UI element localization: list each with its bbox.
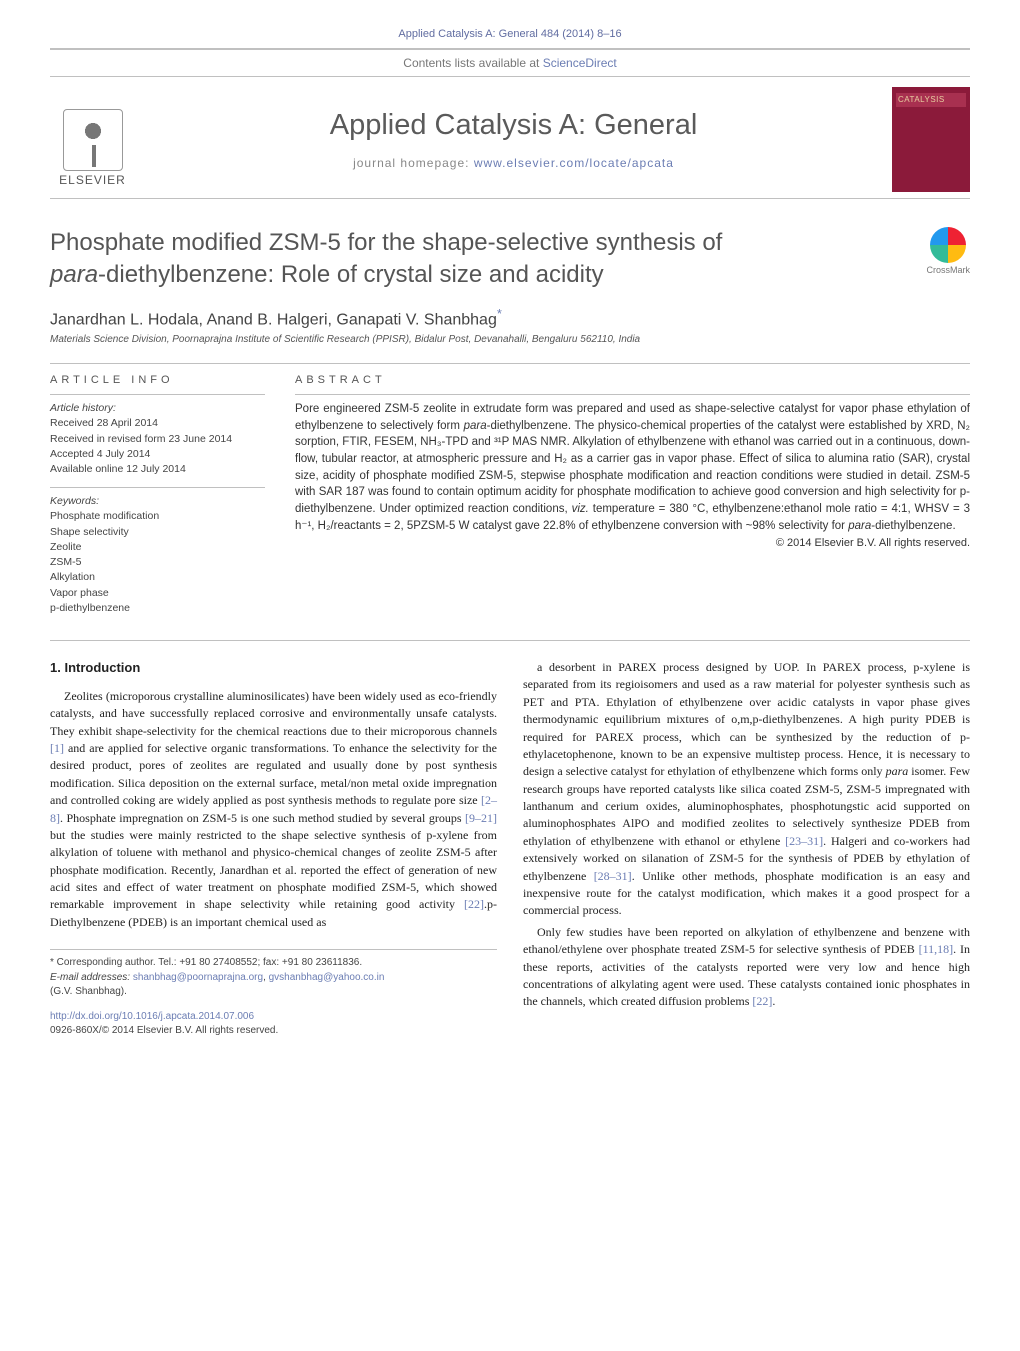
- doi-block: http://dx.doi.org/10.1016/j.apcata.2014.…: [50, 1010, 497, 1039]
- affiliation: Materials Science Division, Poornaprajna…: [50, 334, 970, 345]
- page-root: Applied Catalysis A: General 484 (2014) …: [0, 0, 1020, 1074]
- history-item: Available online 12 July 2014: [50, 462, 265, 477]
- masthead-top-bar: Contents lists available at ScienceDirec…: [50, 48, 970, 77]
- history-item: Received 28 April 2014: [50, 416, 265, 431]
- journal-home-label: journal homepage:: [353, 156, 474, 170]
- title-ital: para: [50, 261, 98, 288]
- keyword-item: Alkylation: [50, 570, 265, 585]
- email-label: E-mail addresses:: [50, 972, 133, 983]
- column-right: a desorbent in PAREX process designed by…: [523, 659, 970, 1039]
- title-part-1: Phosphate modified ZSM-5 for the shape-s…: [50, 229, 722, 256]
- article-info-head: ARTICLE INFO: [50, 374, 265, 386]
- email-attribution: (G.V. Shanbhag).: [50, 985, 497, 1000]
- body-paragraph: Zeolites (microporous crystalline alumin…: [50, 688, 497, 931]
- cover-text: CATALYSIS: [898, 95, 945, 104]
- sub-rule: [295, 394, 970, 395]
- lists-available-line: Contents lists available at ScienceDirec…: [50, 56, 970, 70]
- crossmark-icon: [930, 227, 966, 263]
- abstract-head: ABSTRACT: [295, 374, 970, 386]
- column-left: 1. Introduction Zeolites (microporous cr…: [50, 659, 497, 1039]
- article-header: Phosphate modified ZSM-5 for the shape-s…: [50, 227, 970, 345]
- elsevier-tree-icon: [63, 109, 123, 171]
- meta-abstract-row: ARTICLE INFO Article history: Received 2…: [50, 374, 970, 616]
- doi-link[interactable]: http://dx.doi.org/10.1016/j.apcata.2014.…: [50, 1011, 254, 1022]
- journal-center-block: Applied Catalysis A: General journal hom…: [135, 109, 892, 170]
- email-link-1[interactable]: shanbhag@poornaprajna.org: [133, 972, 263, 983]
- journal-home-link[interactable]: www.elsevier.com/locate/apcata: [474, 156, 674, 170]
- abstract-text: Pore engineered ZSM-5 zeolite in extruda…: [295, 401, 970, 534]
- intro-heading: 1. Introduction: [50, 659, 497, 678]
- authors-line: Janardhan L. Hodala, Anand B. Halgeri, G…: [50, 306, 970, 329]
- email-link-2[interactable]: gvshanbhag@yahoo.co.in: [269, 972, 385, 983]
- abstract-column: ABSTRACT Pore engineered ZSM-5 zeolite i…: [295, 374, 970, 616]
- body-paragraph: a desorbent in PAREX process designed by…: [523, 659, 970, 920]
- journal-homepage-line: journal homepage: www.elsevier.com/locat…: [145, 156, 882, 170]
- title-row: Phosphate modified ZSM-5 for the shape-s…: [50, 227, 970, 292]
- footnote-block: * Corresponding author. Tel.: +91 80 274…: [50, 949, 497, 1000]
- lists-available-text: Contents lists available at: [403, 56, 542, 70]
- article-history-block: Article history: Received 28 April 2014 …: [50, 401, 265, 477]
- abstract-copyright: © 2014 Elsevier B.V. All rights reserved…: [295, 537, 970, 549]
- elsevier-name: ELSEVIER: [59, 173, 126, 187]
- keyword-item: Shape selectivity: [50, 525, 265, 540]
- history-item: Accepted 4 July 2014: [50, 447, 265, 462]
- body-columns: 1. Introduction Zeolites (microporous cr…: [50, 659, 970, 1039]
- sub-rule: [50, 487, 265, 488]
- crossmark-button[interactable]: CrossMark: [926, 227, 970, 275]
- journal-cover-thumbnail[interactable]: CATALYSIS: [892, 87, 970, 192]
- keyword-item: ZSM-5: [50, 555, 265, 570]
- masthead: ELSEVIER Applied Catalysis A: General jo…: [50, 77, 970, 199]
- keywords-block: Keywords: Phosphate modification Shape s…: [50, 494, 265, 616]
- elsevier-logo[interactable]: ELSEVIER: [50, 92, 135, 187]
- corr-marker[interactable]: *: [497, 306, 502, 321]
- article-info-column: ARTICLE INFO Article history: Received 2…: [50, 374, 265, 616]
- body-rule: [50, 640, 970, 641]
- history-label: Article history:: [50, 401, 265, 416]
- corresponding-note: * Corresponding author. Tel.: +91 80 274…: [50, 956, 497, 971]
- journal-title: Applied Catalysis A: General: [145, 109, 882, 142]
- issn-copyright: 0926-860X/© 2014 Elsevier B.V. All right…: [50, 1024, 497, 1039]
- article-title: Phosphate modified ZSM-5 for the shape-s…: [50, 227, 722, 292]
- email-line: E-mail addresses: shanbhag@poornaprajna.…: [50, 971, 497, 986]
- sub-rule: [50, 394, 265, 395]
- authors-text: Janardhan L. Hodala, Anand B. Halgeri, G…: [50, 311, 497, 328]
- title-part-3: -diethylbenzene: Role of crystal size an…: [98, 261, 604, 288]
- body-paragraph: Only few studies have been reported on a…: [523, 924, 970, 1011]
- keyword-item: p-diethylbenzene: [50, 601, 265, 616]
- rule-divider: [50, 363, 970, 364]
- journal-reference: Applied Catalysis A: General 484 (2014) …: [50, 28, 970, 40]
- keyword-item: Zeolite: [50, 540, 265, 555]
- sciencedirect-link[interactable]: ScienceDirect: [543, 56, 617, 70]
- crossmark-label: CrossMark: [926, 265, 970, 275]
- keywords-label: Keywords:: [50, 494, 265, 509]
- keyword-item: Vapor phase: [50, 586, 265, 601]
- history-item: Received in revised form 23 June 2014: [50, 432, 265, 447]
- keyword-item: Phosphate modification: [50, 509, 265, 524]
